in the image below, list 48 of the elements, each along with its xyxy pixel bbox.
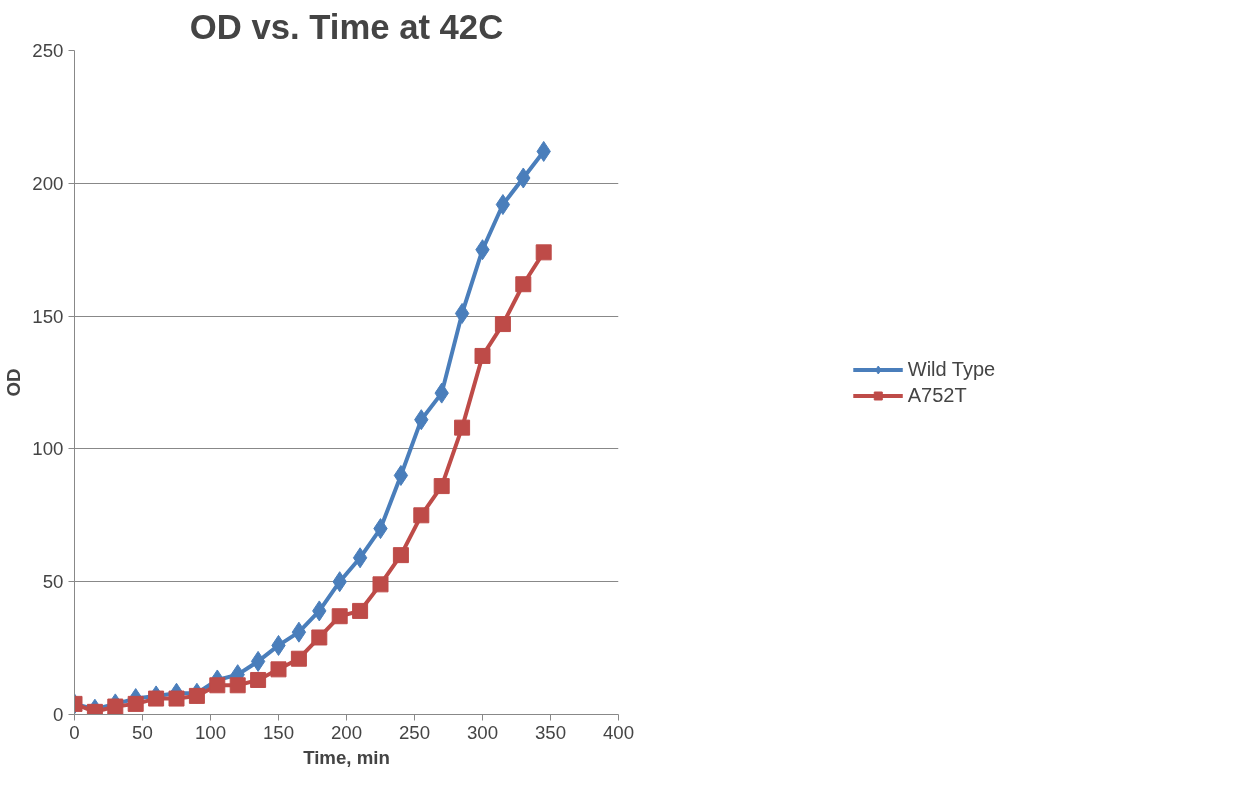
x-tick-label: 100 (194, 721, 227, 743)
x-tick-label: 250 (398, 721, 431, 743)
point (250, 650, 266, 672)
x-tick-label: 300 (466, 721, 499, 743)
point (250, 671, 267, 688)
point (148, 690, 165, 707)
point (392, 547, 409, 564)
point (393, 464, 409, 486)
x-tick-label: 200 (330, 721, 363, 743)
point (229, 677, 246, 694)
point (433, 478, 450, 495)
chart-title: OD vs. Time at 42C (189, 7, 504, 46)
y-tick-label: 0 (53, 704, 64, 725)
point (515, 276, 532, 293)
legend-label: Wild Type (907, 357, 996, 381)
x-tick-label: 0 (69, 721, 80, 743)
point (188, 687, 205, 704)
point (331, 608, 348, 625)
point (535, 244, 552, 261)
point (413, 507, 430, 524)
point (474, 347, 491, 364)
point (127, 695, 144, 712)
y-tick-label: 100 (32, 438, 64, 460)
point (107, 698, 124, 715)
point (291, 621, 307, 643)
point (311, 629, 328, 646)
y-tick-label: 50 (42, 571, 64, 593)
point (454, 302, 470, 324)
legend-label: A752T (907, 383, 967, 407)
point (352, 602, 369, 619)
y-tick-label: 250 (32, 40, 64, 61)
point (270, 661, 287, 678)
point (168, 690, 185, 707)
point (454, 419, 471, 436)
x-tick-label: 50 (132, 721, 153, 743)
x-tick-label: 350 (534, 721, 567, 743)
y-tick-label: 200 (32, 172, 64, 194)
x-tick-label: 400 (602, 721, 635, 743)
point (495, 194, 511, 216)
x-axis-title: Time, min (303, 746, 390, 768)
point (352, 547, 368, 569)
y-axis-title: OD (3, 368, 25, 397)
point (290, 650, 307, 667)
y-tick-label: 150 (32, 305, 64, 327)
x-tick-label: 150 (262, 721, 295, 743)
point (372, 576, 389, 593)
point (209, 677, 226, 694)
point (494, 316, 511, 333)
